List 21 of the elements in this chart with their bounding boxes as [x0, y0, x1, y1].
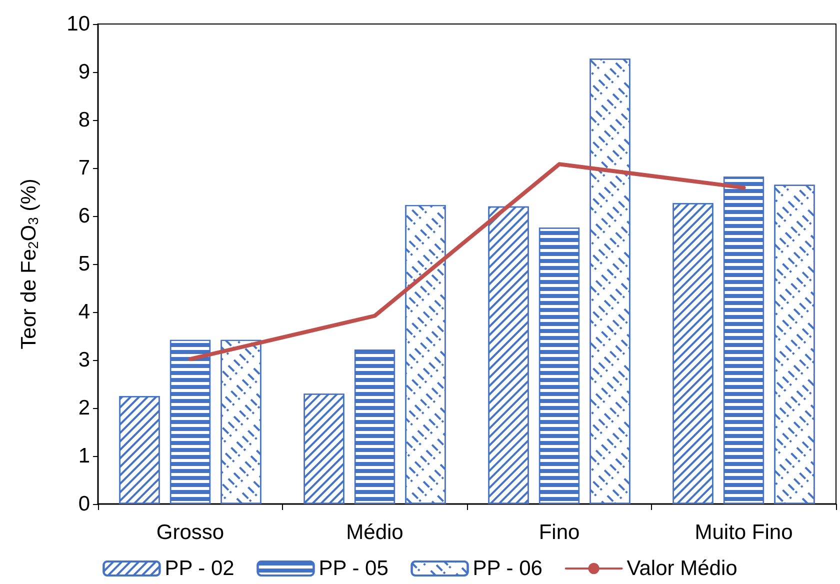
y-tick-label: 0: [78, 492, 90, 516]
x-tick-label: Fino: [538, 521, 580, 544]
x-tick-label: Médio: [346, 521, 404, 544]
x-tick-label: Muito Fino: [694, 521, 793, 544]
y-tick-label: 5: [78, 252, 90, 276]
y-axis-title: Teor de Fe2O3 (%): [18, 178, 41, 350]
legend-label: PP - 06: [472, 557, 542, 580]
y-tick-label: 2: [78, 396, 90, 420]
x-tick-label: Grosso: [156, 521, 224, 544]
line-series: [188, 162, 746, 362]
y-tick-label: 4: [78, 300, 90, 324]
y-tick-label: 9: [78, 60, 90, 84]
y-tick-label: 1: [78, 444, 90, 468]
y-tick-label: 10: [66, 12, 90, 36]
y-tick-label: 7: [78, 156, 90, 180]
legend-label: Valor Médio: [626, 557, 738, 580]
y-tick-label: 6: [78, 204, 90, 228]
legend-label: PP - 02: [164, 557, 234, 580]
y-tick-label: 8: [78, 108, 90, 132]
legend-label: PP - 05: [318, 557, 388, 580]
y-tick-label: 3: [78, 348, 90, 372]
